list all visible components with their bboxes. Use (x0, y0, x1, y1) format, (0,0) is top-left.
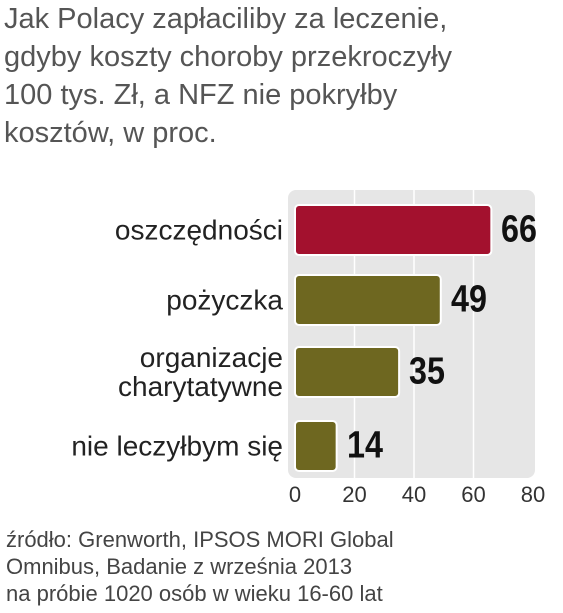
x-tick-label: 80 (520, 482, 546, 507)
category-label: oszczędności (114, 214, 283, 246)
chart-title: Jak Polacy zapłaciliby za leczenie, (4, 3, 448, 35)
chart-title: gdyby koszty choroby przekroczyły (4, 41, 453, 73)
source-note: na próbie 1020 osób w wieku 16-60 lat (6, 581, 383, 606)
bar (294, 274, 442, 326)
x-tick-label: 20 (342, 482, 367, 507)
bar (294, 420, 338, 472)
source-note: źródło: Grenworth, IPSOS MORI Global (6, 527, 394, 552)
chart-title: kosztów, w proc. (4, 117, 217, 149)
x-tick-label: 60 (461, 482, 486, 507)
category-label: nie leczyłbym się (71, 430, 283, 462)
chart-title: 100 tys. Zł, a NFZ nie pokryłby (4, 79, 398, 111)
bar (294, 346, 401, 398)
category-label: organizacje charytatywne (118, 342, 283, 402)
bar (294, 204, 493, 256)
source-note: Omnibus, Badanie z września 2013 (6, 554, 353, 579)
value-label: 14 (346, 424, 383, 467)
value-label: 66 (501, 208, 538, 251)
x-tick-label: 0 (288, 482, 302, 507)
value-label: 49 (450, 278, 487, 321)
value-label: 35 (409, 350, 446, 393)
category-label: pożyczka (166, 284, 283, 316)
x-tick-label: 40 (401, 482, 427, 507)
